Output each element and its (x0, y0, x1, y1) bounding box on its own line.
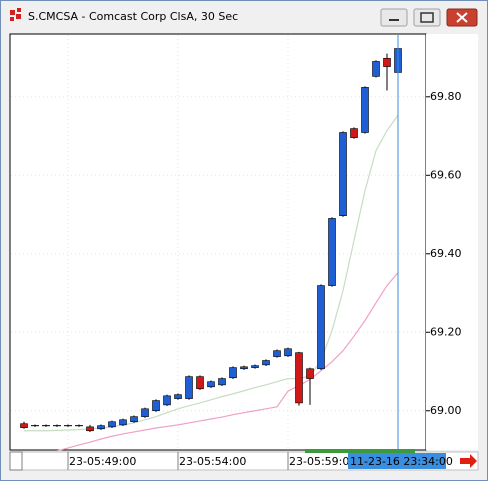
candle-body (229, 367, 237, 379)
y-tick-label: 69.80 (430, 90, 462, 103)
x-tick-label: 23-05:49:00 (69, 455, 136, 468)
candle-body (97, 425, 105, 430)
minimize-button[interactable] (380, 8, 408, 27)
x-tick-label: 23-05:59:00 (289, 455, 356, 468)
crosshair-label: 11-23-16 23:34:00 (350, 455, 453, 468)
candle-body (86, 426, 94, 432)
candle-body (174, 394, 182, 399)
candle-body (196, 376, 204, 390)
candle-body (372, 61, 380, 77)
crosshair-label-bg (348, 453, 446, 469)
candle-body (306, 368, 314, 379)
close-button[interactable] (446, 8, 478, 27)
candle-body (317, 285, 325, 370)
candle-body (185, 376, 193, 399)
candle-body (130, 416, 138, 423)
candle-body (240, 366, 248, 370)
candle-body (152, 400, 160, 412)
candle-body (207, 381, 215, 388)
candle-body (262, 360, 270, 366)
scroll-box[interactable] (9, 451, 23, 471)
app-icon (10, 8, 21, 21)
window-title: S.CMCSA - Comcast Corp ClsA, 30 Sec (28, 10, 238, 23)
plot-area (9, 33, 427, 451)
candle-body (383, 58, 391, 67)
candle-body (251, 365, 259, 368)
candle-body (295, 352, 303, 404)
candle-body (328, 218, 336, 286)
candle-body (141, 408, 149, 417)
scroll-right-arrow[interactable] (460, 454, 477, 468)
session-bar (305, 449, 415, 453)
x-tick-label: 23-05:54:00 (179, 455, 246, 468)
candle-body (163, 395, 171, 406)
candle-body (218, 378, 226, 386)
candle-body (108, 421, 116, 428)
y-tick-label: 69.20 (430, 325, 462, 338)
candle-body (361, 87, 369, 133)
candle-body (339, 132, 347, 217)
y-tick-label: 69.00 (430, 404, 462, 417)
candle-body (273, 350, 281, 357)
candle-body (20, 423, 28, 428)
candle-body (284, 348, 292, 357)
restore-button[interactable] (413, 8, 441, 27)
candle-body (119, 419, 127, 426)
candle-body (350, 128, 358, 138)
moving-average-line (56, 272, 399, 452)
y-tick-label: 69.60 (430, 168, 462, 181)
y-axis-area (426, 34, 478, 450)
y-tick-label: 69.40 (430, 247, 462, 260)
